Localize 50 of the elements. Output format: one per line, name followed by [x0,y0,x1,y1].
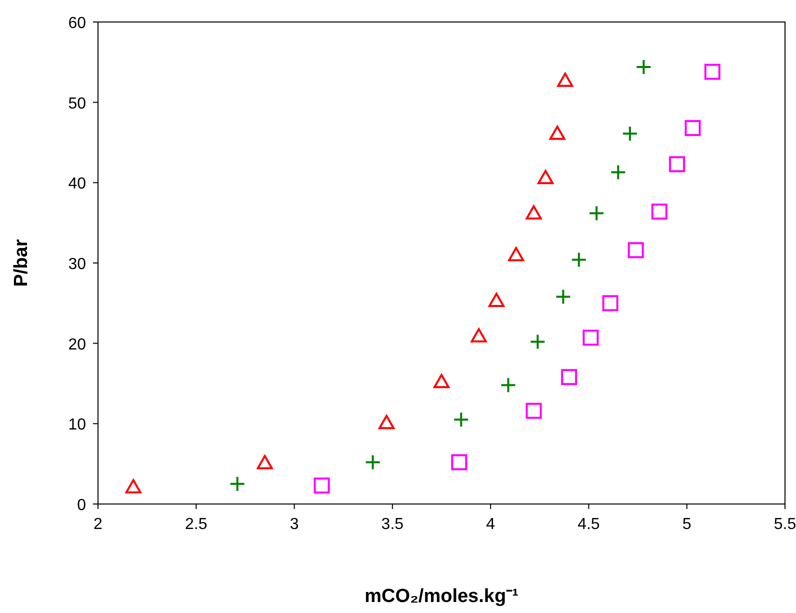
x-tick-label: 2.5 [185,516,208,533]
point [704,64,720,80]
point [378,414,395,430]
point [628,242,644,258]
point [538,170,554,184]
point [434,374,450,388]
x-tick-label: 3 [290,516,299,533]
point [622,126,638,142]
x-tick-label: 4.5 [578,516,600,533]
y-tick-label: 10 [68,416,86,434]
point [570,252,587,268]
point [500,377,516,394]
x-tick-label: 5 [682,516,692,533]
point [364,454,381,470]
point [125,479,142,494]
point [488,292,504,308]
point [582,330,599,346]
point [229,476,246,492]
y-tick-label: 20 [68,336,86,354]
point [470,328,487,342]
x-tick-label: 4 [486,516,496,533]
point [602,295,618,312]
y-axis-title: P/bar [11,238,32,287]
x-tick-label: 2 [94,516,103,533]
point [526,205,542,220]
point [549,126,566,140]
point [314,478,330,494]
point [557,72,574,87]
y-tick-label: 40 [68,176,86,193]
point [561,369,578,386]
point [526,402,542,419]
point [508,246,524,262]
y-tick-label: 0 [77,497,86,514]
point [610,164,626,180]
point [453,412,470,428]
point [451,454,468,470]
y-tick-label: 50 [68,95,86,112]
point [530,334,546,350]
point [256,455,273,470]
y-tick-label: 30 [68,256,86,273]
point [555,288,572,305]
x-axis-title: mCO₂/moles.kg⁻¹ [364,586,518,607]
x-tick-label: 3.5 [381,516,404,533]
point [684,120,701,136]
point [651,204,668,220]
point [636,58,652,75]
point [669,156,686,172]
x-tick-label: 5.5 [774,516,796,533]
y-tick-label: 60 [68,15,86,32]
point [588,205,605,222]
